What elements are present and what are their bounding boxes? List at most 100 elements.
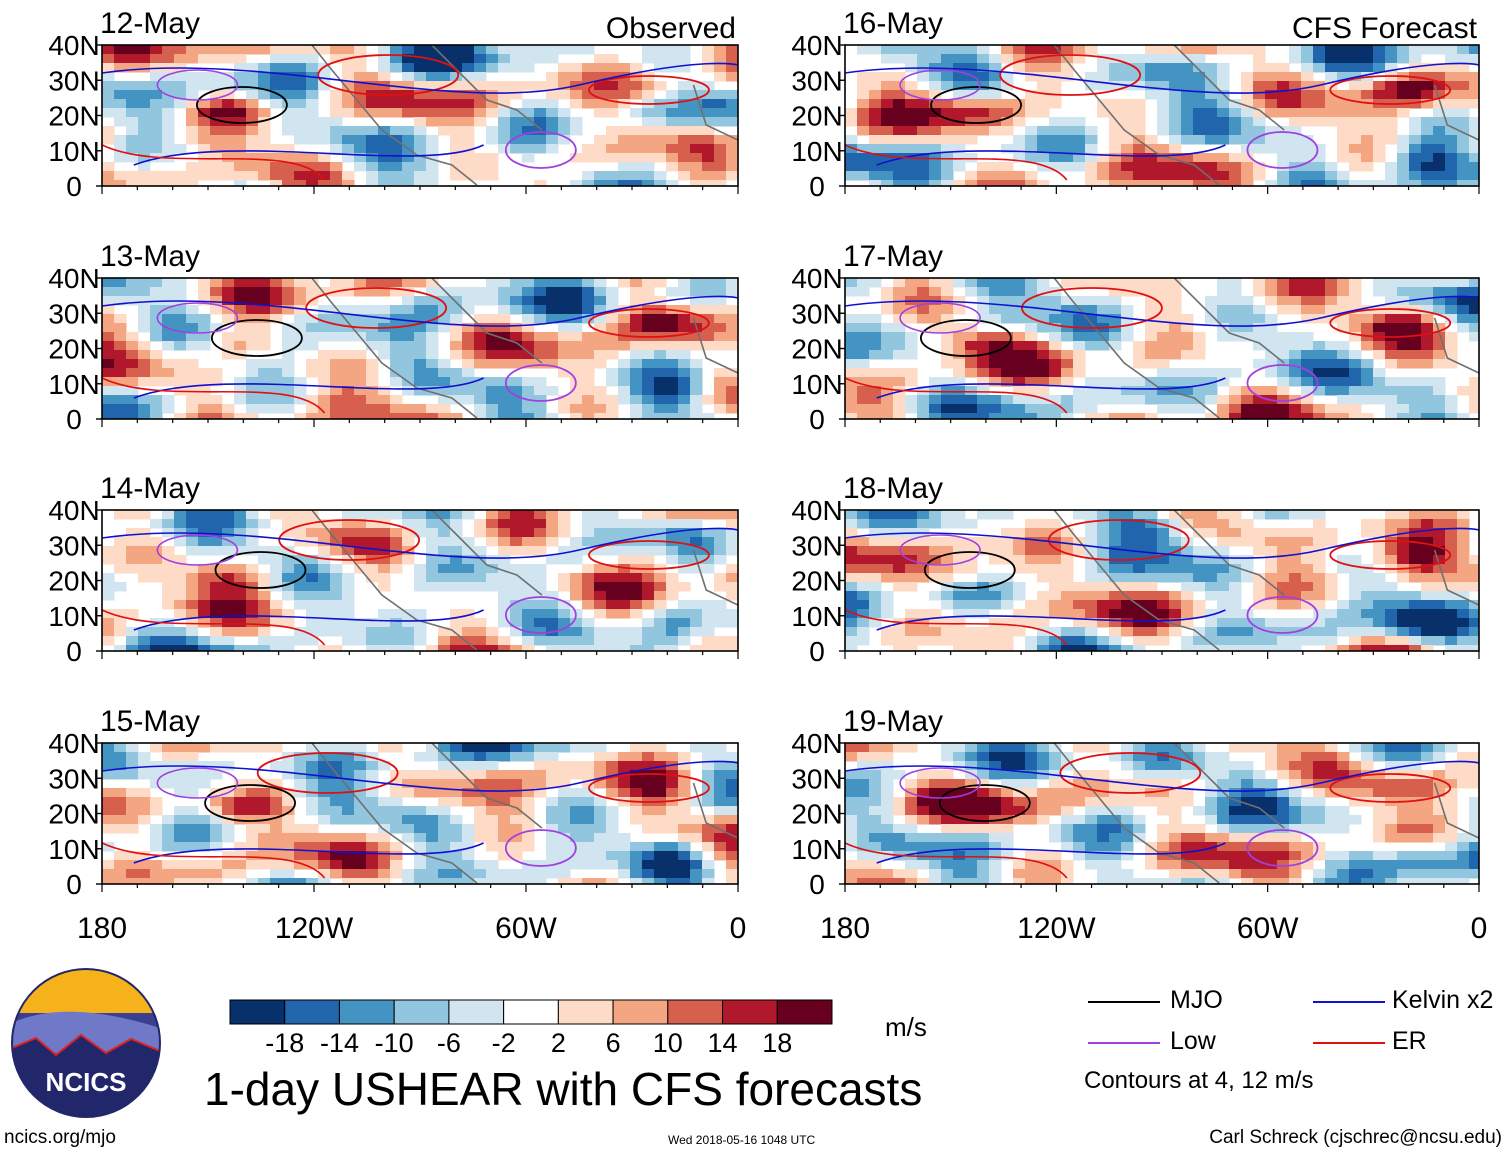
panel-17-may: 40N 30N 20N 10N 0 17-May bbox=[791, 240, 1480, 435]
mjo-contour bbox=[930, 86, 1022, 124]
panel-16-may: 40N 30N 20N 10N 0 16-May bbox=[791, 7, 1480, 202]
lat-label: 20N bbox=[791, 799, 842, 830]
colorbar-tick-label: -10 bbox=[375, 1028, 414, 1058]
er-contour bbox=[1047, 519, 1190, 561]
lat-label: 40N bbox=[791, 263, 842, 294]
coastline bbox=[1053, 510, 1220, 651]
er-contour bbox=[102, 377, 326, 414]
lat-label: 20N bbox=[791, 334, 842, 365]
er-contour bbox=[845, 144, 1068, 181]
er-contour bbox=[256, 752, 399, 794]
lat-label: 30N bbox=[791, 65, 842, 96]
shading-field bbox=[845, 743, 1479, 884]
low-contour bbox=[504, 596, 577, 634]
legend-label-kelvin: Kelvin x2 bbox=[1392, 986, 1494, 1014]
colorbar-swatch bbox=[503, 999, 559, 1025]
kelvin-contour bbox=[876, 842, 1226, 864]
lat-label: 40N bbox=[48, 728, 99, 759]
lat-label: 20N bbox=[791, 101, 842, 132]
er-contour bbox=[845, 609, 1068, 646]
lat-label: 0 bbox=[66, 636, 82, 667]
coastline bbox=[311, 743, 478, 884]
lat-label: 0 bbox=[66, 404, 82, 435]
kelvin-contour bbox=[102, 760, 738, 792]
legend-line-mjo bbox=[1088, 1001, 1160, 1003]
coastline bbox=[431, 45, 543, 131]
colorbar-swatch bbox=[612, 999, 669, 1025]
shading-field bbox=[845, 278, 1479, 419]
lat-label: 20N bbox=[791, 566, 842, 597]
colorbar-swatch bbox=[557, 999, 614, 1025]
colorbar-swatch bbox=[229, 999, 286, 1025]
shading-field bbox=[845, 510, 1479, 651]
mjo-contour bbox=[919, 319, 1012, 357]
colorbar-tick-label: 14 bbox=[708, 1028, 738, 1058]
lat-label: 20N bbox=[48, 566, 99, 597]
shading-field bbox=[102, 510, 738, 651]
kelvin-contour bbox=[133, 377, 484, 399]
lat-label: 40N bbox=[791, 30, 842, 61]
low-contour bbox=[899, 302, 981, 334]
kelvin-contour bbox=[845, 62, 1479, 94]
er-contour bbox=[1021, 287, 1163, 329]
er-contour bbox=[1059, 752, 1202, 794]
forecast-header: CFS Forecast bbox=[1292, 12, 1478, 45]
coastline bbox=[431, 278, 543, 364]
panel-18-may: 40N 30N 20N 10N 0 18-May bbox=[791, 472, 1480, 667]
shading-field bbox=[845, 45, 1479, 186]
figure-title: 1-day USHEAR with CFS forecasts bbox=[204, 1063, 923, 1115]
kelvin-contour bbox=[845, 527, 1479, 559]
low-contour bbox=[156, 767, 239, 799]
kelvin-contour bbox=[133, 609, 484, 631]
colorbar-swatch bbox=[722, 999, 778, 1025]
er-contour bbox=[588, 773, 710, 803]
er-contour bbox=[588, 540, 710, 570]
colorbar-swatch bbox=[448, 999, 505, 1025]
panel-date-label: 13-May bbox=[100, 240, 200, 273]
lon-label: 120W bbox=[275, 912, 354, 945]
low-contour bbox=[899, 767, 981, 799]
kelvin-contour bbox=[876, 609, 1226, 631]
lat-label: 20N bbox=[48, 101, 99, 132]
lat-label: 0 bbox=[809, 171, 825, 202]
mjo-contour bbox=[938, 784, 1031, 822]
contours-note: Contours at 4, 12 m/s bbox=[1084, 1067, 1314, 1094]
shading-field bbox=[102, 45, 738, 186]
lat-label: 10N bbox=[48, 369, 99, 400]
coastline bbox=[1173, 510, 1285, 596]
coastline bbox=[431, 510, 543, 596]
er-contour bbox=[845, 842, 1068, 879]
colorbar-tick-label: 18 bbox=[762, 1028, 792, 1058]
lat-label: 10N bbox=[791, 834, 842, 865]
er-contour bbox=[317, 54, 460, 96]
low-contour bbox=[504, 364, 577, 402]
er-contour bbox=[845, 377, 1068, 414]
er-contour bbox=[588, 308, 710, 338]
legend-label-er: ER bbox=[1392, 1027, 1427, 1055]
shading-field bbox=[102, 743, 738, 884]
panel-date-label: 19-May bbox=[843, 705, 943, 738]
lat-label: 10N bbox=[791, 369, 842, 400]
panel-15-may: 40N 30N 20N 10N 0 15-May bbox=[48, 705, 739, 900]
lon-label: 60W bbox=[495, 912, 557, 945]
er-contour bbox=[588, 75, 710, 105]
kelvin-contour bbox=[133, 842, 484, 864]
panel-date-label: 18-May bbox=[843, 472, 943, 505]
kelvin-contour bbox=[845, 295, 1479, 327]
kelvin-contour bbox=[102, 527, 738, 559]
lon-label: 0 bbox=[1471, 912, 1488, 945]
lat-label: 0 bbox=[809, 404, 825, 435]
lon-label: 180 bbox=[820, 912, 870, 945]
colorbar-tick-label: -6 bbox=[437, 1028, 461, 1058]
colorbar: -18 -14 -10 -6 -2 2 6 10 14 18 bbox=[229, 999, 833, 1058]
lat-label: 40N bbox=[48, 495, 99, 526]
lat-label: 30N bbox=[791, 298, 842, 329]
source-link[interactable]: ncics.org/mjo bbox=[4, 1127, 116, 1148]
lat-label: 20N bbox=[48, 334, 99, 365]
shading-field bbox=[102, 278, 738, 419]
er-contour bbox=[1329, 75, 1452, 105]
er-contour bbox=[102, 144, 326, 181]
er-contour bbox=[1329, 308, 1452, 338]
timestamp: Wed 2018-05-16 1048 UTC bbox=[668, 1133, 816, 1147]
legend-line-kelvin bbox=[1313, 1001, 1385, 1003]
